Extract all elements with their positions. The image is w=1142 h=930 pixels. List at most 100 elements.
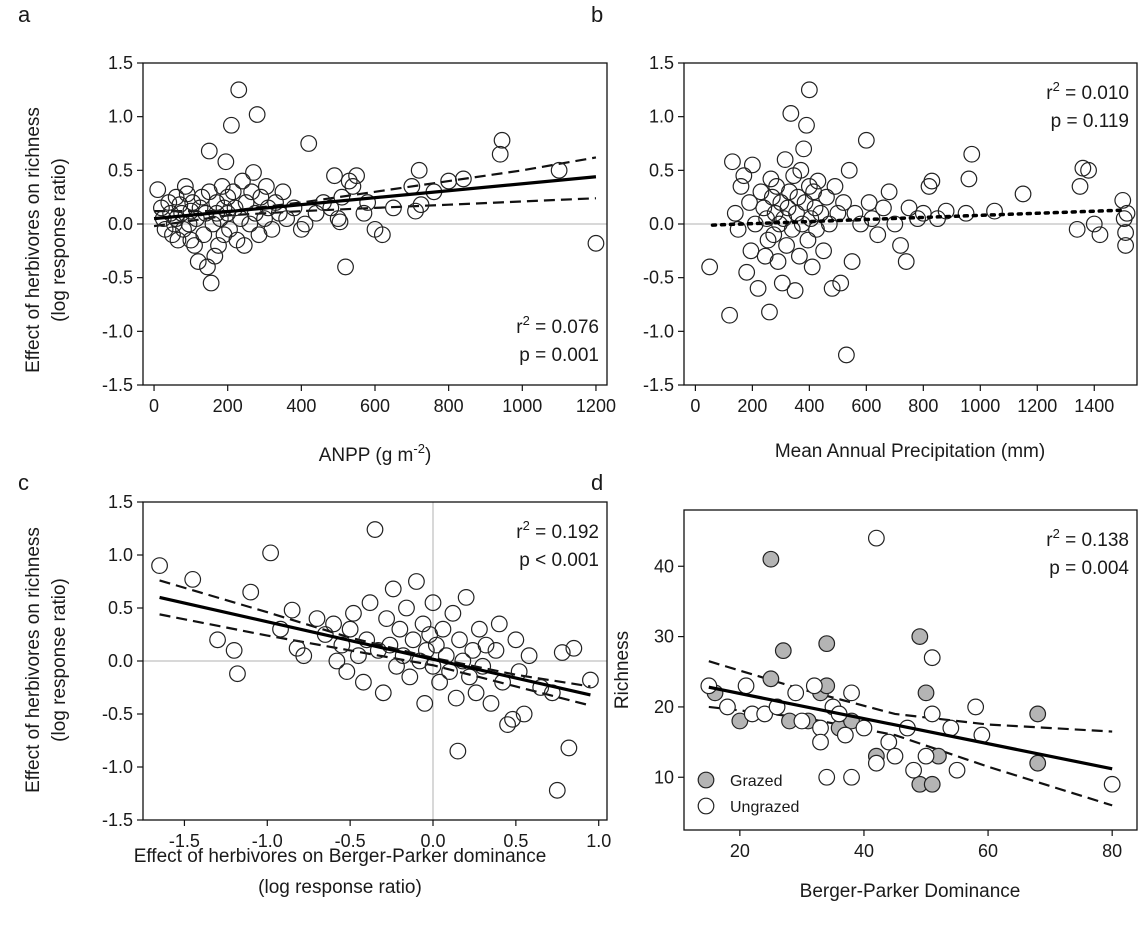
- confidence-band-upper: [159, 579, 591, 688]
- y-tick-label: 20: [654, 697, 674, 717]
- r-squared-label: r2 = 0.192: [516, 518, 599, 543]
- r-squared-exponent: 2: [1053, 526, 1060, 541]
- y-tick-label: -1.5: [102, 810, 133, 830]
- regression-line: [708, 685, 1113, 771]
- data-point: [186, 237, 203, 254]
- data-point: [803, 258, 821, 276]
- x-tick-label: 1000: [960, 396, 1000, 416]
- data-point: [350, 647, 367, 665]
- y-axis-label-line2: (log response ratio): [49, 578, 70, 742]
- data-point: [248, 106, 266, 123]
- data-point: [1085, 215, 1103, 233]
- data-point: [300, 135, 318, 152]
- x-axis-label-tail: ): [425, 445, 431, 466]
- data-point: [799, 231, 817, 249]
- data-point: [565, 639, 583, 657]
- data-point-ungrazed: [905, 761, 923, 779]
- data-point: [963, 145, 981, 163]
- data-point: [338, 663, 356, 680]
- data-point: [785, 167, 803, 185]
- data-point: [243, 183, 261, 201]
- data-point: [229, 665, 246, 683]
- data-point-grazed: [911, 628, 929, 645]
- p-value-label: p = 0.119: [1051, 111, 1129, 132]
- data-point: [461, 668, 478, 686]
- regression-line: [153, 175, 597, 221]
- r-squared-label: r2 = 0.010: [1046, 79, 1129, 104]
- data-point: [897, 253, 915, 270]
- data-point: [763, 188, 781, 206]
- x-tick-label: 1200: [576, 396, 616, 416]
- data-point: [587, 234, 605, 252]
- x-axis-label-superscript: -2: [413, 441, 425, 456]
- data-point: [414, 615, 432, 633]
- data-point-ungrazed: [1103, 775, 1121, 793]
- data-point: [779, 199, 797, 217]
- data-point: [724, 153, 741, 171]
- data-point-ungrazed: [700, 677, 718, 695]
- y-axis-label: Effect of herbivores on richness (log res…: [23, 527, 70, 793]
- data-point: [837, 346, 855, 364]
- y-tick-label: 30: [654, 627, 674, 647]
- data-point: [391, 620, 409, 638]
- data-point: [444, 604, 462, 622]
- y-tick-label: 0.0: [108, 214, 133, 234]
- data-point: [217, 153, 235, 171]
- y-tick-label: 0.5: [649, 160, 674, 180]
- data-point: [782, 105, 800, 122]
- y-axis-label-line1: Effect of herbivores on richness: [23, 527, 44, 793]
- legend: Grazed Ungrazed: [697, 771, 799, 816]
- data-point: [331, 213, 349, 231]
- y-tick-label: 1.5: [108, 492, 133, 512]
- p-value-label: p < 0.001: [519, 550, 599, 571]
- data-point: [424, 594, 442, 612]
- data-point-ungrazed: [880, 733, 898, 751]
- y-axis-label-line2: (log response ratio): [49, 158, 70, 322]
- data-point-ungrazed: [967, 698, 985, 716]
- r-squared-label: r2 = 0.076: [516, 313, 599, 338]
- x-axis-label-line2: (log response ratio): [258, 877, 422, 898]
- data-point: [1117, 224, 1135, 241]
- p-value-label: p = 0.004: [1049, 558, 1129, 579]
- data-point: [759, 231, 777, 249]
- panel-label: b: [591, 2, 603, 27]
- data-point-grazed: [917, 684, 935, 702]
- panel-b: b 0 200 400 600 800 1000 1200 1400 -1.5 -1.0 -0.5 0.…: [591, 2, 1138, 462]
- data-point-ungrazed: [923, 649, 941, 667]
- x-tick-label: 200: [737, 396, 767, 416]
- data-point: [296, 215, 314, 233]
- data-point-ungrazed: [886, 747, 904, 765]
- data-point-ungrazed: [818, 768, 836, 786]
- data-point-grazed: [774, 642, 792, 660]
- data-point-ungrazed: [737, 677, 755, 695]
- data-point: [800, 178, 818, 195]
- data-point: [355, 673, 372, 691]
- data-point: [820, 215, 838, 233]
- data-point: [937, 202, 955, 220]
- x-tick-label: 40: [854, 841, 874, 861]
- r-squared-symbol: r: [1046, 530, 1053, 551]
- data-point-ungrazed: [812, 733, 829, 751]
- data-point: [798, 116, 815, 134]
- data-point: [189, 253, 207, 270]
- legend-marker-grazed: [697, 771, 715, 789]
- data-point: [875, 199, 892, 217]
- data-point: [378, 610, 396, 627]
- data-point-ungrazed: [756, 705, 774, 723]
- data-point-grazed: [1029, 754, 1047, 772]
- data-point-grazed: [762, 670, 780, 688]
- data-point: [776, 151, 794, 169]
- x-tick-label: 800: [434, 396, 464, 416]
- data-point: [162, 204, 180, 222]
- y-tick-label: -1.0: [102, 321, 133, 341]
- data-point: [361, 594, 379, 612]
- data-point: [245, 164, 262, 181]
- data-point: [359, 194, 377, 211]
- data-point: [860, 194, 878, 211]
- y-tick-label: 0.5: [108, 160, 133, 180]
- data-point: [852, 215, 870, 233]
- data-point-ungrazed: [867, 754, 885, 772]
- confidence-band-upper: [708, 660, 1113, 733]
- data-point: [381, 636, 399, 654]
